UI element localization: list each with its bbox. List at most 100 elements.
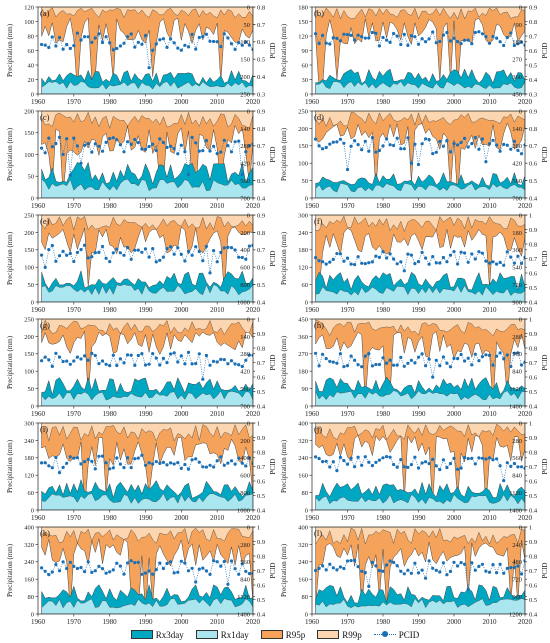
pcid-point xyxy=(448,39,453,43)
pcid-point xyxy=(480,355,484,359)
pcid-point xyxy=(229,359,234,363)
left-y-tick-label: 160 xyxy=(298,577,308,584)
pcid-point xyxy=(367,261,371,265)
pcid-point xyxy=(459,42,463,46)
pcid-point xyxy=(176,46,180,50)
left-y-tick-label: 80 xyxy=(302,594,309,601)
pcid-tick-label: 0.8 xyxy=(529,345,537,352)
pcid-point xyxy=(392,257,396,261)
pcid-point xyxy=(420,461,424,465)
right-top-tick-label: 50 xyxy=(244,22,251,29)
pcid-point xyxy=(111,466,115,470)
pcid-point xyxy=(317,41,321,46)
pcid-point xyxy=(459,352,463,357)
pcid-tick-label: 0.5 xyxy=(257,389,265,396)
pcid-point xyxy=(233,362,237,366)
panel-label: (a) xyxy=(40,8,50,18)
x-tick-label: 2000 xyxy=(174,410,189,418)
pcid-tick-label: 0.7 xyxy=(529,360,538,367)
pcid-point xyxy=(133,248,137,252)
pcid-point xyxy=(324,262,328,266)
pcid-point xyxy=(50,364,54,368)
pcid-point xyxy=(208,149,212,153)
panel-label: (j) xyxy=(314,424,322,434)
pcid-point xyxy=(356,565,360,569)
pcid-point xyxy=(93,569,97,573)
pcid-point xyxy=(186,467,191,471)
chart-panel-b: (b) 1960 1970 1980 1990 2000 2010 2020 0 30 60 90 12… xyxy=(280,4,549,106)
pcid-point xyxy=(208,572,212,577)
pcid-point xyxy=(154,148,158,153)
x-tick-label: 2000 xyxy=(174,202,189,210)
pcid-point xyxy=(229,246,234,250)
right-top-tick-label: 270 xyxy=(512,57,522,64)
right-top-tick-label: 0 xyxy=(247,524,250,531)
x-tick-label: 2010 xyxy=(210,306,225,314)
x-tick-label: 1960 xyxy=(305,410,320,418)
series-r95p xyxy=(41,7,253,93)
left-y-tick-label: 240 xyxy=(298,455,308,462)
left-y-tick-label: 250 xyxy=(24,212,34,219)
pcid-point xyxy=(111,353,115,357)
pcid-point xyxy=(57,35,62,40)
pcid-point xyxy=(495,36,499,40)
pcid-point xyxy=(477,250,481,254)
left-y-tick-label: 250 xyxy=(24,316,34,323)
pcid-tick-label: 0.4 xyxy=(529,403,538,410)
pcid-tick-label: 0.5 xyxy=(257,178,265,185)
pcid-point xyxy=(345,559,350,563)
series-r95p xyxy=(315,215,525,298)
pcid-point xyxy=(219,250,223,254)
right-top-tick-label: 200 xyxy=(240,230,250,237)
pcid-point xyxy=(342,32,346,36)
pcid-point xyxy=(251,353,253,357)
pcid-point xyxy=(377,44,381,48)
pcid-point xyxy=(75,456,79,460)
pcid-point xyxy=(509,147,513,151)
legend-swatch-rx3day xyxy=(130,630,153,639)
pcid-tick-label: 0.4 xyxy=(257,74,266,81)
pcid-point xyxy=(129,257,133,261)
left-y-tick-label: 240 xyxy=(298,559,308,566)
legend-label-rx3day: Rx3day xyxy=(155,629,184,640)
panel-label: (l) xyxy=(314,528,322,538)
pcid-point xyxy=(100,149,105,153)
pcid-point xyxy=(338,39,342,43)
pcid-point xyxy=(498,351,502,355)
pcid-tick-label: 0.5 xyxy=(529,597,537,604)
plot-area xyxy=(314,111,525,198)
pcid-point xyxy=(229,42,234,46)
pcid-point xyxy=(72,564,76,569)
pcid-point xyxy=(237,139,241,143)
pcid-point xyxy=(237,255,241,259)
pcid-tick-label: 0.7 xyxy=(529,33,538,40)
x-tick-label: 1990 xyxy=(412,514,427,522)
plot-area xyxy=(40,423,253,510)
pcid-point xyxy=(179,48,183,52)
left-y-tick-label: 180 xyxy=(298,247,308,254)
pcid-point xyxy=(54,44,58,48)
pcid-point xyxy=(466,145,470,149)
pcid-point xyxy=(360,148,364,152)
pcid-point xyxy=(122,41,126,45)
pcid-point xyxy=(502,571,506,575)
pcid-point xyxy=(61,560,65,564)
pcid-point xyxy=(50,466,54,470)
series-r99p xyxy=(315,423,525,441)
pcid-point xyxy=(147,144,151,149)
series-rx1day xyxy=(41,598,253,614)
pcid-point xyxy=(335,252,339,256)
legend-label-r99p: R99p xyxy=(342,629,362,640)
right-top-tick-label: 800 xyxy=(240,282,250,289)
panel-label: (k) xyxy=(40,528,50,538)
pcid-point xyxy=(222,463,226,467)
pcid-point xyxy=(233,47,237,52)
pcid-point xyxy=(226,582,230,586)
pcid-point xyxy=(93,353,97,358)
pcid-point xyxy=(399,147,403,151)
pcid-tick-label: 0.6 xyxy=(257,374,266,381)
x-tick-label: 1970 xyxy=(67,410,82,418)
pcid-point xyxy=(484,569,488,573)
y2-axis-label: PCID xyxy=(269,459,277,475)
pcid-point xyxy=(519,465,524,469)
